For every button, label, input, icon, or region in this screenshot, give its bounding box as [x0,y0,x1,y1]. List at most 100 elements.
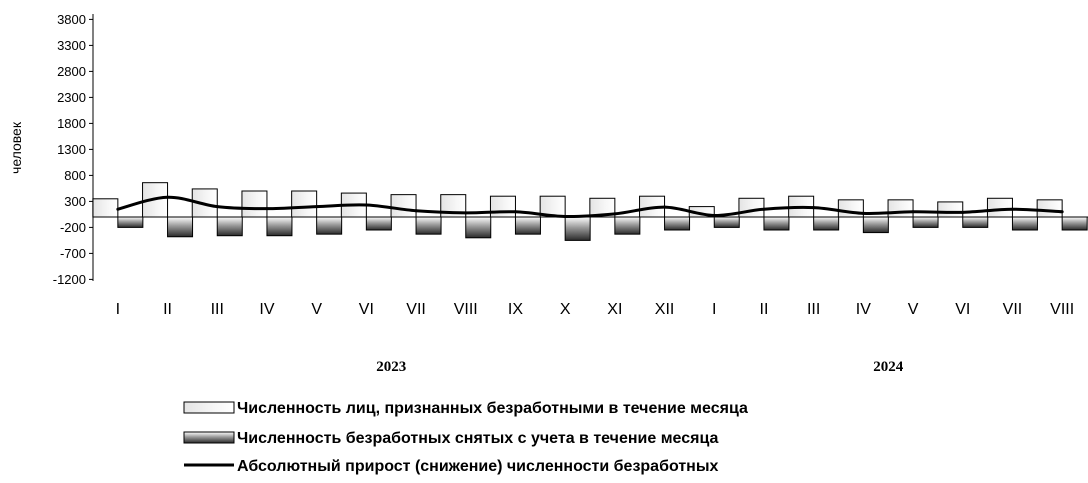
y-tick-labels: 3800 3300 2800 2300 1800 1300 800 300 -200 -700 -1… [53,12,93,287]
line-point [812,206,816,210]
bar-registered [986,197,1013,218]
line-point [1060,210,1064,214]
x-year-label: 2024 [873,359,904,375]
line-point [464,211,468,215]
bar-removed [664,216,691,231]
bar-removed [962,216,989,228]
x-month-label: IX [508,301,523,318]
bar-removed [763,216,790,231]
bar-registered [390,194,417,218]
bar-registered [489,195,516,218]
line-point [215,205,219,209]
bar-removed [117,216,144,228]
bar-removed [912,216,939,228]
x-month-label: VI [955,301,970,318]
legend-label-net-change: Абсолютный прирост (снижение) численност… [237,458,718,475]
bar-registered [738,197,765,218]
legend-label-removed: Численность безработных снятых с учета в… [237,430,718,447]
line-point [961,210,965,214]
y-tick-label: -1200 [53,272,86,287]
y-tick-label: 2800 [57,64,86,79]
line-net-change [116,195,1064,219]
x-month-label: IV [856,301,871,318]
bar-removed [813,216,840,231]
bar-registered [887,199,914,218]
line-point [1010,207,1014,211]
y-tick-label: -700 [60,246,86,261]
x-month-label: VII [406,301,426,318]
bar-registered [1036,199,1063,218]
x-month-label: XII [655,301,675,318]
bar-removed [614,216,641,235]
line-point [414,209,418,213]
y-axis-label: человек [8,121,24,174]
bar-removed [862,216,889,234]
x-year-label: 2023 [376,359,406,375]
y-tick-label: 1800 [57,116,86,131]
legend-item-net-change: Абсолютный прирост (снижение) численност… [184,458,718,475]
line-point [513,210,517,214]
bar-registered [92,198,119,218]
x-month-label: VIII [454,301,478,318]
bar-removed [266,216,293,237]
x-month-label: V [908,301,919,318]
legend-item-registered: Численность лиц, признанных безработными… [183,400,748,417]
x-month-label: IV [259,301,274,318]
y-tick-label: 3800 [57,12,86,27]
x-month-label: III [211,301,224,318]
x-month-label: VIII [1050,301,1074,318]
bar-registered [241,190,268,218]
x-month-label: V [311,301,322,318]
line-net-change-path [117,195,1063,219]
x-month-label: II [760,301,769,318]
x-month-label: X [560,301,571,318]
line-point [116,207,120,211]
line-point [265,207,269,211]
line-point [861,211,865,215]
bar-removed [1011,216,1038,231]
legend-swatch-registered [183,401,235,414]
x-month-label: I [116,301,120,318]
bar-removed [167,216,194,238]
x-month-label: III [807,301,820,318]
legend: Численность лиц, признанных безработными… [183,400,748,475]
line-point [315,205,319,209]
line-point [613,212,617,216]
bar-removed [365,216,392,231]
bar-removed [216,216,243,237]
y-tick-label: -200 [60,220,86,235]
y-tick-label: 2300 [57,90,86,105]
legend-swatch-removed [183,431,235,444]
bar-removed [465,216,492,239]
bar-removed [514,216,541,235]
bars-removed [117,216,1088,241]
line-point [364,203,368,207]
legend-item-removed: Численность безработных снятых с учета в… [183,430,718,447]
line-point [166,195,170,199]
bar-registered [291,190,318,218]
bar-removed [713,216,740,228]
x-month-label: I [712,301,716,318]
x-month-label: XI [607,301,622,318]
bar-removed [316,216,343,235]
line-point [911,210,915,214]
bar-removed [415,216,442,235]
x-year-labels: 2023 2024 [376,359,904,375]
y-tick-label: 300 [64,194,86,209]
x-month-label: VII [1003,301,1023,318]
x-month-labels: I II III IV V VI VII VIII IX X XI XII I II III IV V VI VII… [116,301,1075,318]
line-point [663,205,667,209]
x-month-label: VI [359,301,374,318]
legend-label-registered: Численность лиц, признанных безработными… [237,400,748,417]
line-point [762,207,766,211]
bar-removed [1061,216,1088,231]
line-point [712,213,716,217]
line-point [563,214,567,218]
y-tick-label: 800 [64,168,86,183]
bar-registered [937,201,964,218]
y-tick-label: 3300 [57,38,86,53]
x-month-label: II [163,301,172,318]
bar-removed [564,216,591,241]
y-tick-label: 1300 [57,142,86,157]
